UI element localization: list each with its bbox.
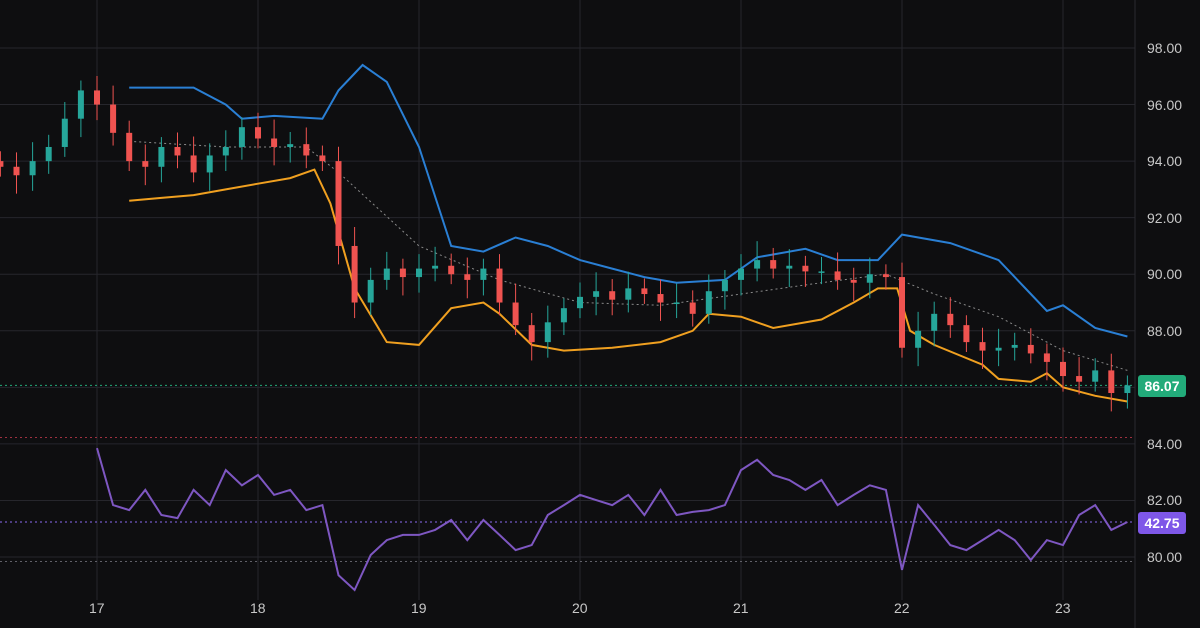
x-tick-label: 19 [411,600,427,616]
candle-down [126,132,133,162]
candle-up [1092,370,1099,382]
candle-up [915,330,922,348]
x-tick-label: 22 [894,600,910,616]
y-tick-label: 80.00 [1147,549,1183,566]
candle-down [689,302,696,314]
candle-up [995,347,1002,351]
candle-up [673,302,680,305]
x-tick-label: 23 [1055,600,1071,616]
candle-down [1027,344,1034,354]
candle-up [367,279,374,303]
candle-down [142,161,149,167]
y-tick-label: 94.00 [1147,153,1183,170]
candle-down [979,342,986,351]
y-tick-label: 96.00 [1147,96,1183,113]
candle-down [399,268,406,278]
candle-up [705,291,712,314]
candle-down [834,271,841,280]
candle-down [190,155,197,173]
candle-up [238,127,245,147]
candle-down [657,294,664,303]
candle-up [754,260,761,269]
candle-up [560,308,567,323]
candle-up [577,296,583,309]
candle-up [625,288,632,300]
candle-down [303,144,310,156]
candle-up [206,155,213,173]
candle-up [931,313,938,331]
candle-down [1076,376,1083,382]
y-tick-label: 82.00 [1147,492,1183,509]
candle-down [94,90,100,105]
candle-up [818,271,825,273]
candle-down [271,138,278,147]
candle-up [61,118,68,147]
candle-up [45,146,52,162]
candle-down [351,245,358,303]
middle-band-line [129,140,1128,371]
candle-down [850,279,857,283]
candle-up [1011,344,1018,348]
candle-down [0,161,4,167]
candle-down [770,260,777,269]
candle-down [641,288,648,295]
y-tick-label: 90.00 [1147,266,1183,283]
x-tick-label: 17 [89,600,105,616]
candle-down [882,274,889,278]
y-tick-label: 98.00 [1147,40,1183,56]
candle-up [77,90,84,119]
candle-up [432,265,439,269]
candle-down [464,274,471,280]
candle-down [13,166,20,176]
candle-down [319,155,326,162]
candle-up [738,268,744,280]
candle-up [416,268,422,278]
candle-down [1108,370,1115,394]
candle-down [528,325,535,343]
candle-down [496,268,503,303]
candle-up [1124,385,1131,394]
candle-down [947,313,954,326]
candle-down [609,291,616,300]
lower-band-line [129,168,1128,403]
candle-down [110,104,117,133]
candle-down [963,325,970,343]
candle-up [866,274,873,283]
y-tick-label: 92.00 [1147,209,1183,226]
candle-down [1060,361,1066,377]
y-tick-label: 88.00 [1147,322,1183,339]
candle-up [29,161,36,176]
x-tick-label: 20 [572,600,588,616]
candle-down [802,265,809,272]
candle-down [255,127,261,139]
candle-up [721,279,728,292]
candle-up [480,268,487,280]
candle-down [448,265,455,275]
candle-up [158,146,165,167]
candle-up [222,146,229,156]
candle-up [544,322,551,343]
candle-up [786,265,793,269]
candle-down [899,277,905,348]
candle-up [593,291,600,297]
upper-band-line [129,63,1128,338]
last-price-badge: 86.07 [1138,375,1186,397]
candle-down [174,146,181,156]
x-tick-label: 21 [733,600,749,616]
rsi-line [96,447,1128,592]
y-tick-label: 84.00 [1147,435,1183,452]
rsi-value-badge: 42.75 [1138,512,1186,534]
x-tick-label: 18 [250,600,266,616]
candle-down [335,161,342,246]
candle-up [287,144,294,147]
candle-down [512,302,519,326]
candle-down [1043,353,1050,362]
candle-up [383,268,390,280]
